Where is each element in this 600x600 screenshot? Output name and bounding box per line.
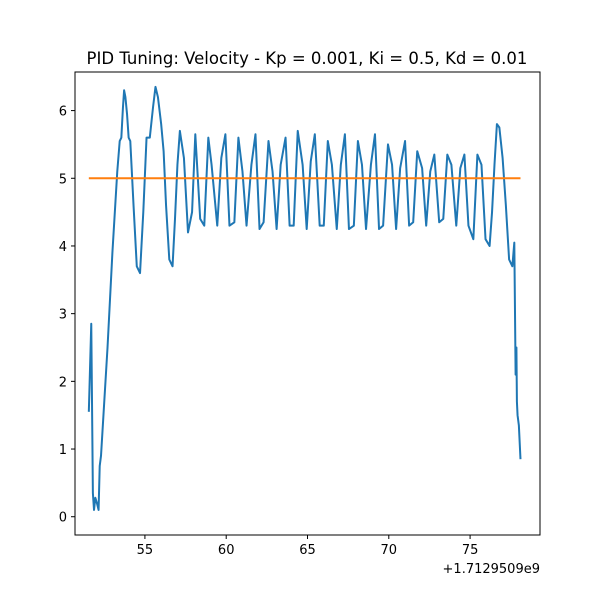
x-tick-label: 65 [299, 543, 316, 558]
x-tick-label: 70 [381, 543, 398, 558]
series-layer [87, 85, 522, 511]
x-tick-label: 60 [218, 543, 235, 558]
y-tick-label: 1 [59, 443, 67, 458]
y-tick-label: 2 [59, 375, 67, 390]
x-axis: 55 60 65 70 75 [137, 535, 479, 558]
y-tick-label: 4 [59, 240, 67, 255]
y-tick-label: 5 [59, 172, 67, 187]
plot-frame [74, 71, 541, 536]
y-tick-label: 0 [59, 511, 67, 526]
chart-title: PID Tuning: Velocity - Kp = 0.001, Ki = … [87, 49, 528, 68]
x-offset-label: +1.7129509e9 [443, 562, 540, 577]
y-tick-label: 3 [59, 308, 67, 323]
velocity-series-line [87, 85, 522, 511]
x-tick-label: 55 [137, 543, 154, 558]
y-tick-label: 6 [59, 105, 67, 120]
x-tick-label: 75 [462, 543, 479, 558]
y-axis: 0 1 2 3 4 5 6 [59, 105, 75, 526]
